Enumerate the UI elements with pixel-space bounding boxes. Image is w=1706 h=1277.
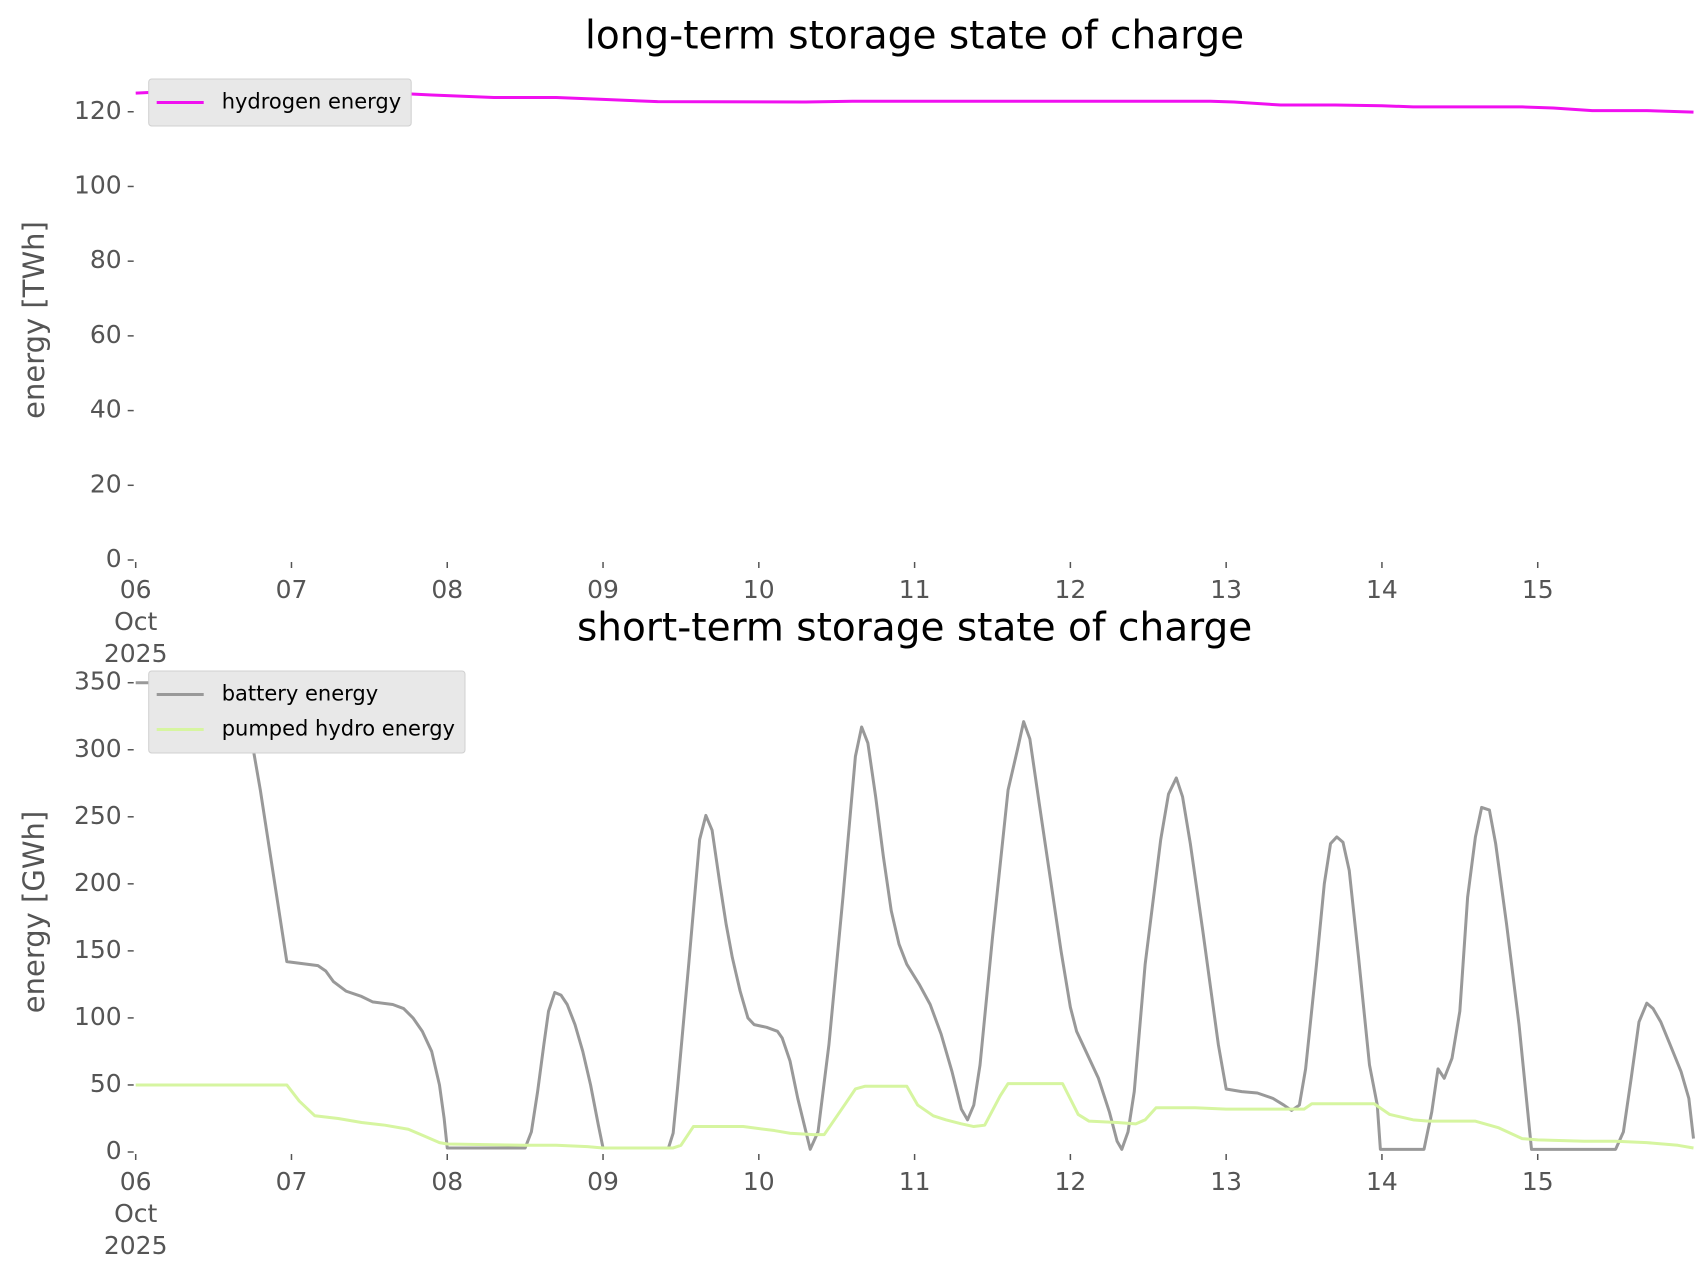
y-tick-label: 60 [90, 320, 122, 349]
series-line [135, 681, 1695, 1151]
x-tick-label: 13 [1210, 1167, 1242, 1196]
y-tick-label: 0 [106, 1136, 122, 1165]
y-tick-label: 150 [74, 935, 122, 964]
x-tick-label: 15 [1522, 575, 1554, 604]
chart-title: short-term storage state of charge [577, 606, 1252, 651]
series-line [135, 90, 1694, 114]
y-axis-label: energy [GWh] [17, 811, 51, 1013]
chart-title: long-term storage state of charge [585, 14, 1244, 59]
y-tick-label: 120 [74, 96, 122, 125]
x-tick-label: 15 [1522, 1167, 1554, 1196]
x-tick-label: 11 [899, 1167, 931, 1196]
x-tick-label: 14 [1366, 575, 1398, 604]
legend: hydrogen energy [148, 78, 412, 127]
y-tick-label: 300 [74, 734, 122, 763]
x-tick-label: 13 [1210, 575, 1242, 604]
x-tick-label: 08 [431, 1167, 463, 1196]
x-tick-label: 10 [743, 575, 775, 604]
y-tick-label: 20 [90, 469, 122, 498]
y-tick-label: 250 [74, 801, 122, 830]
y-tick-label: 80 [90, 245, 122, 274]
y-tick-label: 350 [74, 667, 122, 696]
x-tick-label: 06 Oct 2025 [104, 575, 168, 668]
legend: battery energy pumped hydro energy [148, 670, 466, 754]
x-tick-label: 07 [276, 1167, 308, 1196]
y-axis-label: energy [TWh] [17, 221, 51, 419]
x-tick-label: 10 [743, 1167, 775, 1196]
legend-label: battery energy [222, 682, 379, 706]
x-tick-label: 06 Oct 2025 [104, 1167, 168, 1260]
y-tick-label: 200 [74, 868, 122, 897]
y-tick-label: 100 [74, 1002, 122, 1031]
x-tick-label: 14 [1366, 1167, 1398, 1196]
x-tick-label: 11 [899, 575, 931, 604]
x-tick-label: 12 [1054, 1167, 1086, 1196]
legend-box [148, 670, 466, 754]
x-tick-label: 07 [276, 575, 308, 604]
x-tick-label: 08 [431, 575, 463, 604]
y-tick-label: 50 [90, 1069, 122, 1098]
series-line [135, 1082, 1694, 1150]
legend-label: pumped hydro energy [222, 717, 455, 741]
x-tick-label: 09 [587, 1167, 619, 1196]
x-tick-label: 09 [587, 575, 619, 604]
legend-box [148, 78, 412, 127]
legend-label: hydrogen energy [222, 90, 402, 114]
y-tick-label: 100 [74, 170, 122, 199]
x-tick-label: 12 [1054, 575, 1086, 604]
y-tick-label: 40 [90, 395, 122, 424]
y-tick-label: 0 [106, 544, 122, 573]
